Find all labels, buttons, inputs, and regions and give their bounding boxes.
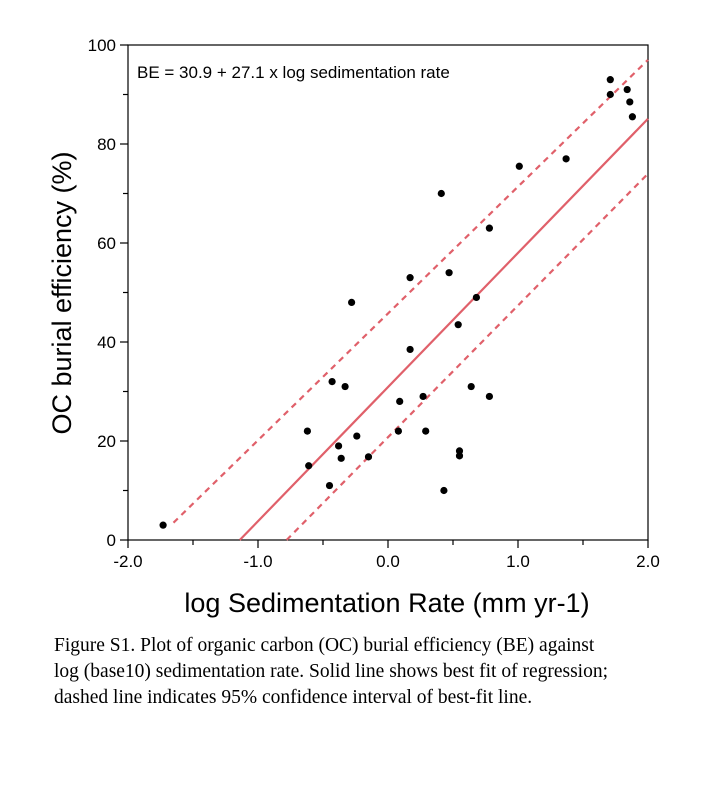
data-point bbox=[328, 378, 336, 386]
lower-confidence-line bbox=[285, 172, 649, 541]
data-point bbox=[337, 454, 345, 462]
data-point bbox=[364, 453, 373, 461]
data-point bbox=[606, 76, 614, 84]
regression-lines bbox=[172, 59, 649, 541]
data-points bbox=[159, 76, 637, 529]
data-point bbox=[325, 481, 334, 490]
best-fit-line bbox=[238, 117, 649, 541]
data-point bbox=[303, 427, 311, 435]
y-tick-label: 40 bbox=[97, 333, 116, 352]
y-axis-title: OC burial efficiency (%) bbox=[47, 151, 77, 434]
plot-border bbox=[127, 44, 649, 541]
data-point bbox=[485, 224, 493, 232]
data-point bbox=[159, 521, 167, 529]
x-tick-label: 1.0 bbox=[506, 552, 530, 571]
y-tick-label: 60 bbox=[97, 234, 116, 253]
data-point bbox=[467, 382, 475, 391]
data-point bbox=[472, 293, 480, 302]
data-point bbox=[394, 427, 402, 435]
data-point bbox=[419, 392, 427, 401]
data-point bbox=[406, 345, 414, 354]
data-point bbox=[305, 462, 313, 470]
data-point bbox=[406, 274, 414, 282]
data-point bbox=[455, 447, 464, 455]
x-tick-label: 0.0 bbox=[376, 552, 400, 571]
data-point bbox=[454, 321, 462, 329]
data-point bbox=[626, 98, 634, 106]
data-point bbox=[515, 162, 523, 170]
y-tick-label: 20 bbox=[97, 432, 116, 451]
data-point bbox=[623, 85, 631, 94]
data-point bbox=[562, 155, 570, 163]
data-point bbox=[341, 382, 349, 391]
data-point bbox=[348, 298, 356, 306]
data-point bbox=[353, 432, 361, 440]
data-point bbox=[437, 189, 445, 198]
upper-confidence-line bbox=[172, 59, 649, 524]
x-tick-label: 2.0 bbox=[636, 552, 660, 571]
data-point bbox=[445, 269, 453, 277]
scatter-chart: -2.0 -1.0 0.0 1.0 2.0 0 20 40 60 80 100 BE = 30.9 … bbox=[47, 36, 660, 618]
data-point bbox=[455, 452, 464, 460]
x-axis-title: log Sedimentation Rate (mm yr-1) bbox=[184, 588, 589, 618]
data-point bbox=[335, 442, 343, 450]
data-point bbox=[485, 392, 493, 401]
y-tick-label: 0 bbox=[107, 531, 116, 550]
data-point bbox=[606, 90, 614, 99]
data-point bbox=[440, 486, 448, 495]
regression-equation: BE = 30.9 + 27.1 x log sedimentation rat… bbox=[137, 63, 450, 82]
axes: -2.0 -1.0 0.0 1.0 2.0 0 20 40 60 80 100 bbox=[88, 36, 660, 571]
y-tick-label: 100 bbox=[88, 36, 116, 55]
figure-caption: Figure S1. Plot of organic carbon (OC) b… bbox=[54, 635, 609, 708]
data-point bbox=[628, 113, 637, 121]
x-tick-label: -1.0 bbox=[243, 552, 272, 571]
data-point bbox=[396, 397, 404, 405]
x-tick-label: -2.0 bbox=[113, 552, 142, 571]
plot-frame bbox=[127, 44, 649, 541]
data-point bbox=[422, 427, 430, 435]
y-tick-label: 80 bbox=[97, 135, 116, 154]
